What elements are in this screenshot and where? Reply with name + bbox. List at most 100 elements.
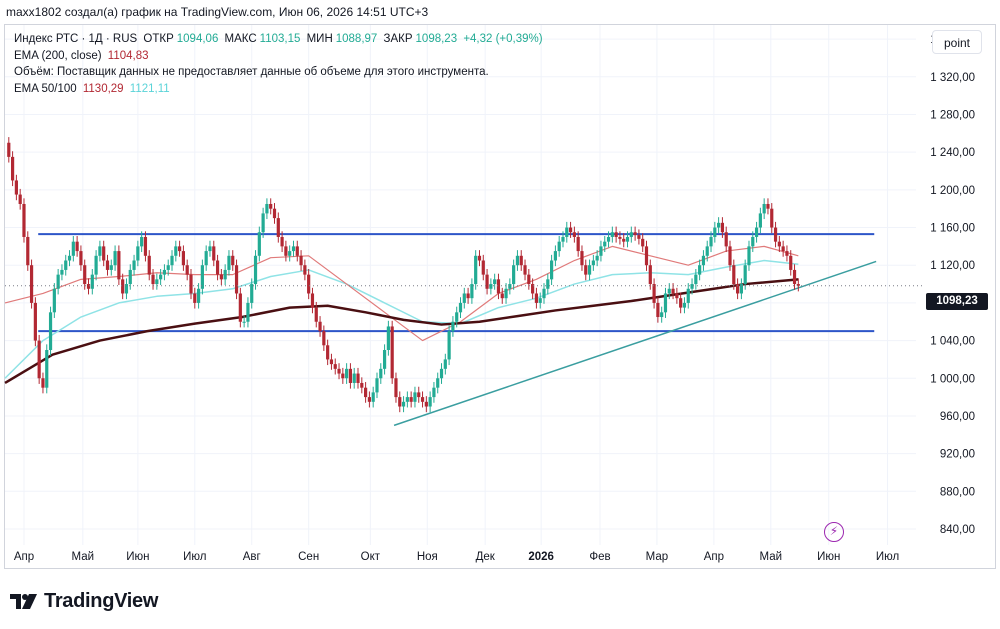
candle-body: [762, 203, 766, 214]
candle-body: [33, 302, 37, 341]
y-tick-label: 920,00: [940, 449, 975, 461]
candle-body: [151, 274, 155, 285]
candle-body: [303, 265, 307, 275]
candle-body: [512, 265, 516, 285]
candle-body: [428, 397, 432, 407]
candle-body: [52, 288, 56, 313]
candle-body: [728, 246, 732, 266]
candle-body: [667, 288, 671, 294]
candle-body: [648, 265, 652, 285]
y-tick-label: 880,00: [940, 486, 975, 498]
x-tick-label: Дек: [476, 551, 496, 563]
tradingview-logo[interactable]: TradingView: [10, 589, 158, 613]
candle-body: [41, 378, 45, 388]
y-tick-label: 960,00: [940, 411, 975, 423]
candle-body: [625, 236, 630, 242]
x-tick-label: 2026: [528, 551, 554, 563]
candle-body: [48, 312, 53, 350]
x-tick-label: Май: [760, 551, 783, 563]
legend-close-label: ЗАКР: [383, 33, 413, 45]
candle-body: [690, 284, 694, 289]
candle-body: [314, 307, 318, 322]
candle-body: [587, 265, 592, 275]
candle-body: [432, 387, 436, 398]
candle-body: [288, 251, 292, 256]
candle-body: [606, 236, 611, 242]
candle-body: [337, 368, 341, 374]
x-tick-label: Сен: [298, 551, 319, 563]
candle-body: [371, 392, 375, 402]
candle-body: [56, 274, 60, 289]
candle-body: [493, 279, 497, 285]
candle-body: [754, 227, 759, 237]
candle-body: [386, 326, 390, 350]
candle-body: [234, 265, 239, 294]
candle-body: [121, 279, 125, 294]
legend-low-label: МИН: [306, 33, 333, 45]
x-tick-label: Май: [72, 551, 95, 563]
candle-body: [280, 236, 284, 247]
candle-body: [633, 232, 637, 236]
candle-body: [447, 331, 451, 360]
candle-body: [675, 293, 679, 299]
candle-body: [477, 255, 482, 261]
legend-ema200-value: 1104,83: [107, 50, 149, 62]
candle-body: [265, 203, 269, 214]
legend-ema50-100-row[interactable]: EMA 50/100 1130,29 1121,11: [14, 83, 173, 95]
candle-body: [531, 284, 535, 294]
candle-body: [345, 368, 349, 379]
candle-body: [155, 279, 159, 285]
candle-body: [439, 368, 444, 379]
candle-body: [671, 288, 675, 294]
candle-body: [568, 227, 573, 233]
candle-body: [333, 364, 337, 369]
candle-body: [436, 378, 440, 388]
ema50-line: [4, 245, 799, 342]
candle-body: [37, 340, 41, 379]
legend-close-value: 1098,23: [415, 33, 458, 45]
candle-body: [231, 255, 235, 266]
trend-line: [393, 260, 877, 427]
candle-body: [542, 288, 546, 299]
candle-body: [489, 284, 493, 289]
candle-body: [215, 260, 220, 275]
candle-body: [641, 238, 645, 247]
candle-body: [565, 227, 569, 237]
candle-body: [398, 397, 402, 407]
candle-body: [747, 246, 751, 266]
legend-symbol[interactable]: Индекс РТС · 1Д · RUS: [14, 33, 138, 45]
candle-body: [113, 251, 117, 266]
candle-body: [102, 246, 106, 261]
legend-ema200-row[interactable]: EMA (200, close) 1104,83: [14, 50, 152, 62]
candle-body: [284, 246, 288, 256]
candle-body: [496, 279, 501, 294]
y-tick-label: 1 200,00: [930, 185, 975, 197]
candle-body: [709, 236, 713, 247]
y-tick-label: 1 240,00: [930, 147, 975, 159]
x-tick-label: Ноя: [417, 551, 438, 563]
candle-body: [458, 302, 463, 313]
y-tick-label: 1 280,00: [930, 109, 975, 121]
candle-body: [679, 298, 683, 308]
legend-ohlc-row: Индекс РТС · 1Д · RUS ОТКР 1094,06 МАКС 11…: [14, 33, 546, 45]
candle-body: [766, 203, 770, 209]
y-tick-label: 1 320,00: [930, 72, 975, 84]
chart-frame[interactable]: [4, 24, 996, 569]
candle-body: [584, 265, 588, 275]
candle-body: [735, 284, 740, 294]
scale-mode-button[interactable]: point: [932, 30, 982, 54]
candle-body: [523, 265, 527, 275]
candle-body: [470, 284, 474, 299]
candle-body: [272, 208, 277, 219]
candle-body: [546, 279, 550, 289]
candle-body: [413, 392, 417, 402]
candle-body: [550, 260, 554, 280]
candle-body: [500, 293, 504, 299]
candle-body: [686, 288, 690, 303]
legend-change: +4,32 (+0,39%): [463, 33, 543, 45]
candle-body: [474, 255, 478, 285]
candle-body: [10, 156, 15, 181]
candle-body: [60, 269, 64, 275]
lightning-icon[interactable]: ⚡: [824, 522, 844, 542]
